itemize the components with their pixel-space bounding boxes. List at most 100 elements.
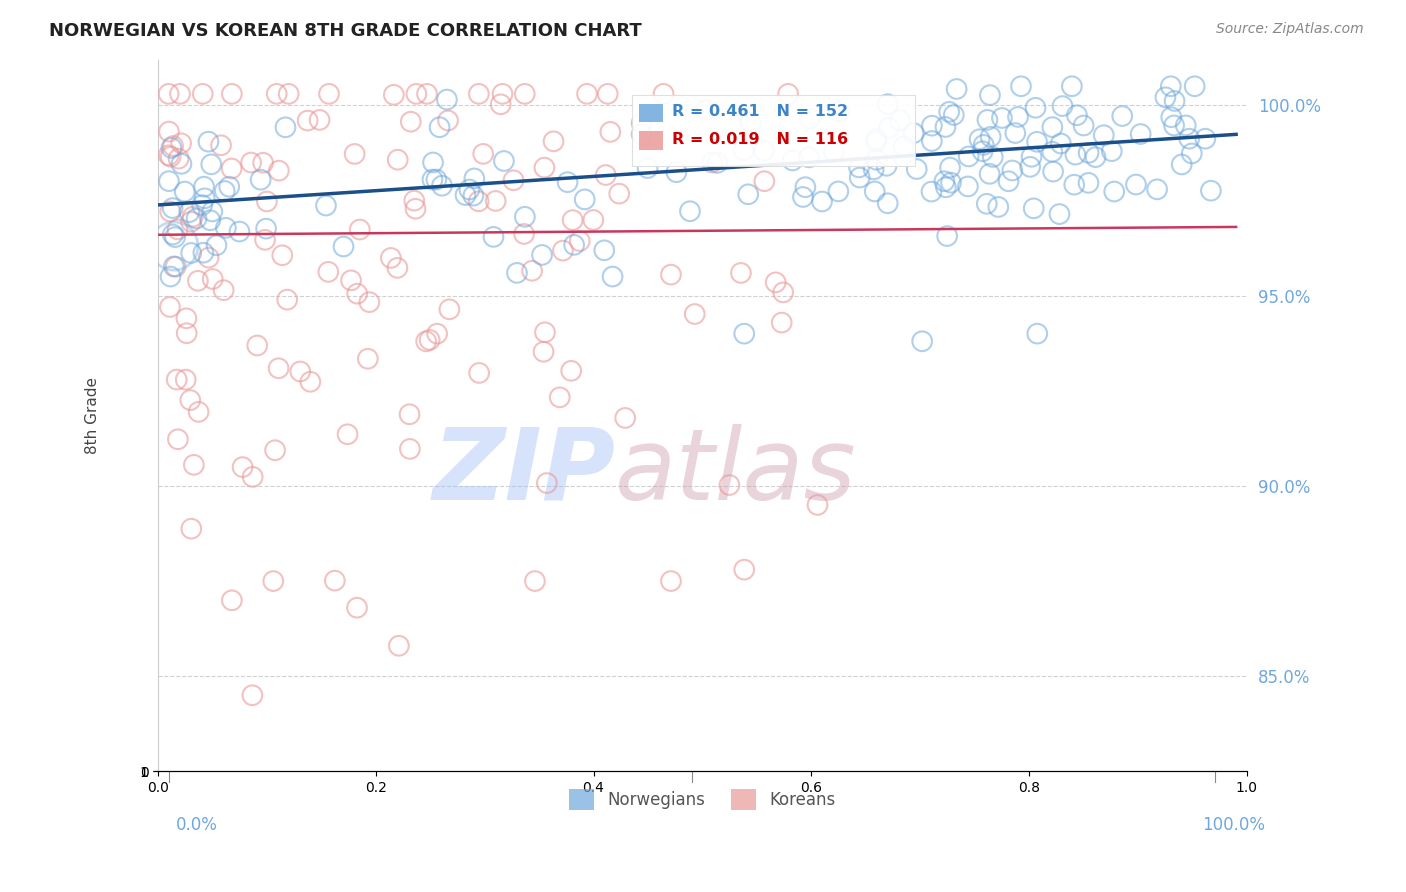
Point <box>266 87 288 101</box>
Point <box>422 155 444 169</box>
Point <box>290 364 312 378</box>
Point <box>865 132 887 146</box>
Point <box>246 338 269 352</box>
Point <box>956 179 979 194</box>
Point <box>811 194 834 209</box>
Point <box>437 113 460 128</box>
Point <box>1025 101 1047 115</box>
Point <box>1160 110 1182 124</box>
Point <box>181 210 204 224</box>
Point <box>419 333 441 347</box>
Point <box>752 144 775 158</box>
Point <box>889 113 911 128</box>
Point <box>630 116 652 130</box>
Point <box>1007 110 1029 124</box>
Legend: Norwegians, Koreans: Norwegians, Koreans <box>562 783 842 816</box>
Text: 8th Grade: 8th Grade <box>86 377 100 454</box>
Point <box>1060 79 1083 94</box>
Point <box>1154 90 1177 104</box>
Point <box>576 87 599 101</box>
Text: 0.0%: 0.0% <box>176 816 218 834</box>
Point <box>939 176 962 190</box>
Point <box>1073 119 1095 133</box>
Point <box>415 334 437 349</box>
Point <box>877 120 900 135</box>
Point <box>506 266 529 280</box>
Point <box>271 248 294 262</box>
Point <box>426 326 449 341</box>
Point <box>398 407 420 421</box>
Point <box>973 137 995 152</box>
Point <box>387 153 409 167</box>
Point <box>343 147 366 161</box>
Point <box>543 134 565 148</box>
Point <box>700 155 723 169</box>
Point <box>221 87 243 101</box>
Point <box>979 88 1001 103</box>
Point <box>806 498 828 512</box>
Point <box>502 173 524 187</box>
Point <box>876 159 898 173</box>
Point <box>173 185 195 199</box>
Point <box>921 185 943 199</box>
Point <box>191 198 214 212</box>
Point <box>1181 146 1204 161</box>
Point <box>157 174 180 188</box>
Point <box>193 245 215 260</box>
Text: 100.0%: 100.0% <box>1202 816 1265 834</box>
Point <box>380 251 402 265</box>
Point <box>1160 79 1182 94</box>
Point <box>1021 150 1043 164</box>
Point <box>1077 145 1099 160</box>
Point <box>936 229 959 244</box>
Point <box>318 265 340 279</box>
Point <box>416 87 439 101</box>
Point <box>458 182 481 196</box>
Point <box>191 87 214 101</box>
Text: atlas: atlas <box>616 424 856 521</box>
Point <box>201 204 224 219</box>
Point <box>976 112 998 127</box>
Point <box>737 187 759 202</box>
Point <box>205 238 228 252</box>
Text: Source: ZipAtlas.com: Source: ZipAtlas.com <box>1216 22 1364 37</box>
Point <box>200 157 222 171</box>
Point <box>254 233 277 247</box>
Point <box>942 108 965 122</box>
Point <box>848 161 870 175</box>
Point <box>938 104 960 119</box>
Point <box>921 134 943 148</box>
Point <box>472 147 495 161</box>
Text: ZIP: ZIP <box>432 424 616 521</box>
Point <box>179 393 201 408</box>
Point <box>489 97 512 112</box>
Point <box>921 119 943 133</box>
Point <box>157 148 180 162</box>
Point <box>165 230 187 244</box>
Point <box>491 87 513 101</box>
Point <box>212 283 235 297</box>
Point <box>467 194 489 209</box>
Point <box>945 82 967 96</box>
Point <box>911 334 934 349</box>
Point <box>180 215 202 229</box>
Point <box>862 162 884 177</box>
Point <box>602 269 624 284</box>
Point <box>772 285 794 300</box>
Point <box>679 204 702 219</box>
Point <box>778 87 800 101</box>
Point <box>215 220 238 235</box>
Point <box>987 200 1010 214</box>
Point <box>346 600 368 615</box>
Point <box>568 234 591 248</box>
Text: NORWEGIAN VS KOREAN 8TH GRADE CORRELATION CHART: NORWEGIAN VS KOREAN 8TH GRADE CORRELATIO… <box>49 22 643 40</box>
Point <box>980 129 1002 144</box>
Point <box>176 326 198 341</box>
Point <box>1077 176 1099 190</box>
Point <box>492 153 515 168</box>
Point <box>197 135 219 149</box>
Point <box>1170 157 1192 171</box>
Point <box>939 161 962 175</box>
Point <box>765 276 787 290</box>
Point <box>340 273 363 287</box>
